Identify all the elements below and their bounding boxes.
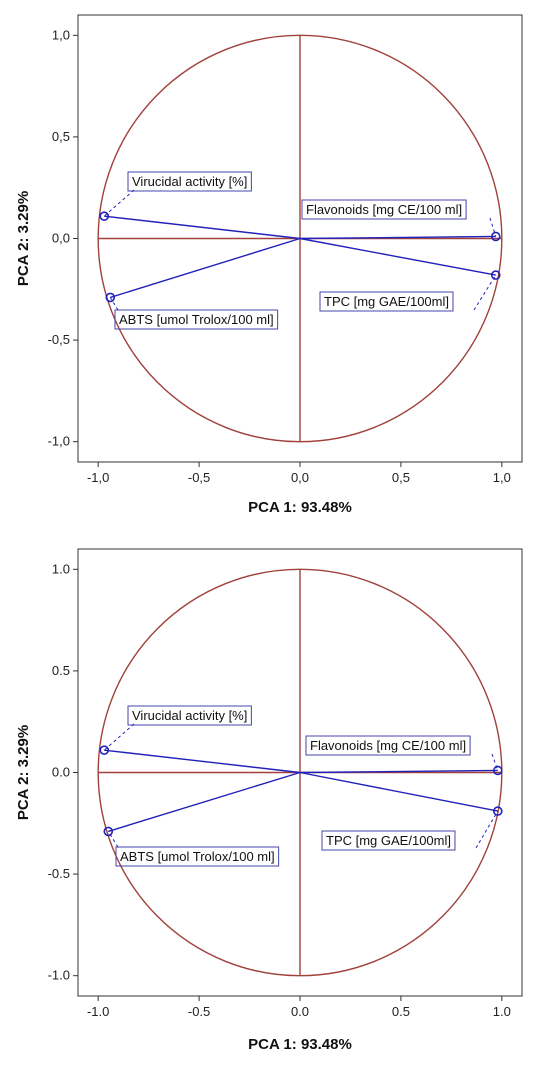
loading-point	[490, 270, 501, 280]
label-leader-line	[475, 810, 499, 849]
label-leader-line	[473, 274, 497, 311]
y-tick-label: -0.5	[48, 866, 70, 881]
loading-vector	[110, 237, 301, 299]
y-tick-label: 0,5	[52, 129, 70, 144]
x-tick-label: -1,0	[87, 470, 109, 485]
point-label-box	[127, 705, 252, 726]
point-label-box	[305, 735, 471, 756]
y-axis-title: PCA 2: 3.29%	[15, 725, 32, 820]
label-leader-line	[103, 189, 135, 217]
point-label-box	[301, 199, 467, 220]
y-tick-label: -1.0	[48, 968, 70, 983]
loading-point	[105, 292, 116, 303]
loading-vector	[299, 771, 498, 812]
chart-panel-2: -1.0 -0.5 0.0 0.5 1.0 1.0 0.5 0.0 -0.5 -1.0 PCA 1:…	[15, 548, 523, 1053]
y-tick-label: 0.0	[52, 765, 70, 780]
loading-point	[99, 745, 110, 755]
loading-vector	[299, 235, 496, 240]
x-tick-label: 0.0	[291, 1004, 309, 1019]
y-axis-title: PCA 2: 3.29%	[15, 191, 32, 286]
loading-point	[492, 765, 503, 776]
point-label: Flavonoids [mg CE/100 ml]	[306, 202, 462, 217]
label-leader-line	[103, 723, 135, 751]
chart-panel-1: -1,0 -0,5 0,0 0,5 1,0 1,0 0,5 0,0 -0,5 -1,0 PCA 1:…	[15, 14, 523, 516]
point-label-box	[319, 291, 454, 312]
loading-vector	[104, 749, 301, 774]
x-tick-label: 0.5	[392, 1004, 410, 1019]
x-axis-title: PCA 1: 93.48%	[248, 499, 352, 516]
point-label: ABTS [umol Trolox/100 ml]	[120, 849, 275, 864]
x-tick-label: -0,5	[188, 470, 210, 485]
x-tick-label: -1.0	[87, 1004, 109, 1019]
point-label: TPC [mg GAE/100ml]	[326, 833, 451, 848]
point-label-box	[127, 171, 252, 192]
loading-point	[103, 826, 114, 837]
point-label: ABTS [umol Trolox/100 ml]	[119, 312, 274, 327]
x-tick-label: 0,0	[291, 470, 309, 485]
y-tick-label: 1,0	[52, 27, 70, 42]
y-tick-label: -0,5	[48, 332, 70, 347]
point-label-box	[321, 830, 456, 851]
y-tick-label: 0,0	[52, 231, 70, 246]
loading-vector	[299, 769, 498, 774]
y-tick-label: 0.5	[52, 663, 70, 678]
point-label: Flavonoids [mg CE/100 ml]	[310, 738, 466, 753]
x-tick-label: 1,0	[493, 470, 511, 485]
point-label: Virucidal activity [%]	[132, 708, 247, 723]
point-label-box	[115, 846, 280, 867]
loading-vector	[108, 771, 301, 833]
x-axis-title: PCA 1: 93.48%	[248, 1036, 352, 1053]
loading-vector	[299, 237, 496, 276]
x-tick-label: 0,5	[392, 470, 410, 485]
x-tick-label: 1.0	[493, 1004, 511, 1019]
loading-vector	[104, 215, 301, 240]
label-leader-line	[491, 753, 499, 771]
label-leader-line	[109, 297, 119, 311]
point-label-box	[114, 309, 279, 330]
loading-point	[99, 211, 110, 221]
point-label: Virucidal activity [%]	[132, 174, 247, 189]
loading-point	[492, 806, 503, 816]
point-label: TPC [mg GAE/100ml]	[324, 294, 449, 309]
y-tick-label: 1.0	[52, 561, 70, 576]
x-tick-label: -0.5	[188, 1004, 210, 1019]
loading-point	[490, 231, 501, 242]
y-tick-label: -1,0	[48, 434, 70, 449]
